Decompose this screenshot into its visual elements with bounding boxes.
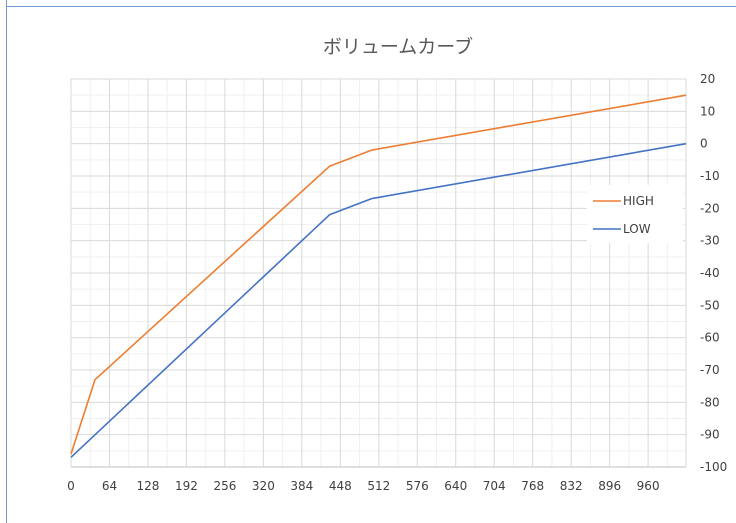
legend-box <box>587 185 683 243</box>
y-tick-label: -30 <box>700 234 720 248</box>
chart-title: ボリュームカーブ <box>323 35 473 58</box>
x-tick-label: 128 <box>136 479 159 493</box>
y-tick-label: -100 <box>700 460 727 474</box>
frame-left-border <box>6 0 7 523</box>
frame-top-border <box>6 6 736 7</box>
x-tick-label: 704 <box>483 479 506 493</box>
legend-label-low: LOW <box>623 222 651 236</box>
y-tick-label: -50 <box>700 298 720 312</box>
y-tick-label: -40 <box>700 266 720 280</box>
y-tick-label: -80 <box>700 395 720 409</box>
x-axis-ticks: 0 64 128 192 256 320 384 448 512 576 640 704 768 832 8… <box>67 479 659 493</box>
legend: HIGH LOW <box>587 185 683 243</box>
series-line-low <box>70 142 687 458</box>
y-tick-label: -90 <box>700 428 720 442</box>
x-tick-label: 384 <box>290 479 313 493</box>
x-tick-label: 896 <box>598 479 621 493</box>
y-tick-label: -60 <box>700 331 720 345</box>
x-tick-label: 832 <box>560 479 583 493</box>
x-tick-label: 64 <box>102 479 117 493</box>
x-tick-label: 768 <box>521 479 544 493</box>
x-tick-label: 192 <box>175 479 198 493</box>
x-tick-label: 576 <box>406 479 429 493</box>
y-axis-ticks: 20 10 0 -10 -20 -30 -40 -50 -60 -70 -80 -90 -100 <box>700 72 727 474</box>
series-lines <box>70 94 687 458</box>
x-tick-label: 0 <box>67 479 75 493</box>
x-tick-label: 512 <box>367 479 390 493</box>
series-line-high <box>70 94 687 455</box>
x-tick-label: 640 <box>444 479 467 493</box>
y-tick-label: 10 <box>700 104 715 118</box>
legend-label-high: HIGH <box>623 194 654 208</box>
y-tick-label: 20 <box>700 72 715 86</box>
major-gridlines <box>70 78 687 468</box>
y-tick-label: -20 <box>700 201 720 215</box>
y-tick-label: -70 <box>700 363 720 377</box>
y-tick-label: -10 <box>700 169 720 183</box>
x-tick-label: 256 <box>213 479 236 493</box>
y-tick-label: 0 <box>700 137 708 151</box>
x-tick-label: 960 <box>637 479 660 493</box>
x-tick-label: 448 <box>329 479 352 493</box>
x-tick-label: 320 <box>252 479 275 493</box>
